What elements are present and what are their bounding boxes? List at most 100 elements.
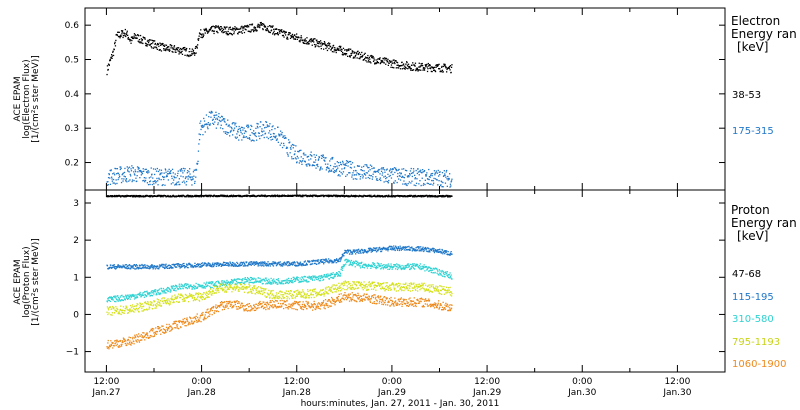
proton-data-point: [441, 196, 443, 198]
electron-data-point: [219, 116, 221, 119]
electron-data-point: [305, 43, 308, 45]
electron-data-point: [212, 122, 214, 124]
proton-data-point: [347, 195, 349, 197]
electron-data-point: [446, 178, 448, 180]
proton-data-point: [273, 195, 275, 197]
proton-data-point: [174, 287, 176, 289]
proton-data-point: [202, 293, 204, 295]
electron-data-point: [441, 66, 443, 68]
electron-data-point: [369, 169, 371, 171]
proton-data-point: [188, 287, 190, 289]
proton-data-point: [450, 277, 452, 279]
proton-data-point: [387, 250, 389, 252]
proton-data-point: [436, 251, 438, 253]
electron-data-point: [173, 45, 176, 47]
proton-data-point: [188, 262, 190, 264]
proton-data-point: [128, 296, 131, 298]
proton-data-point: [409, 249, 411, 251]
proton-data-point: [439, 273, 442, 275]
proton-data-point: [399, 196, 401, 198]
proton-data-point: [290, 278, 292, 280]
proton-data-point: [289, 264, 291, 267]
proton-data-point: [233, 287, 235, 289]
proton-data-point: [149, 195, 151, 197]
proton-data-point: [138, 267, 140, 269]
proton-plot-frame: [84, 189, 726, 373]
electron-data-point: [159, 49, 161, 51]
electron-data-point: [331, 51, 334, 53]
proton-data-point: [127, 266, 129, 268]
proton-data-point: [217, 287, 220, 289]
proton-data-point: [200, 262, 203, 265]
electron-data-point: [341, 168, 343, 170]
proton-data-point: [141, 293, 143, 296]
electron-data-point: [270, 26, 272, 28]
electron-data-point: [251, 132, 253, 134]
electron-data-point: [437, 64, 439, 66]
proton-data-point: [271, 263, 273, 265]
proton-data-point: [120, 305, 122, 307]
electron-data-point: [431, 172, 434, 175]
proton-data-point: [288, 262, 291, 265]
electron-data-point: [107, 184, 109, 186]
electron-data-point: [401, 61, 403, 63]
proton-data-point: [368, 250, 370, 252]
electron-data-point: [409, 170, 412, 172]
proton-data-point: [251, 278, 253, 281]
electron-data-point: [130, 168, 132, 170]
proton-data-point: [171, 297, 173, 299]
proton-data-point: [292, 282, 294, 284]
proton-data-point: [110, 266, 112, 269]
electron-data-point: [209, 29, 211, 31]
proton-data-point: [422, 268, 424, 270]
proton-data-point: [348, 195, 350, 197]
electron-data-point: [375, 176, 377, 178]
proton-data-point: [363, 263, 365, 265]
proton-data-point: [406, 248, 408, 251]
proton-data-point: [156, 293, 158, 296]
electron-data-point: [112, 182, 114, 184]
proton-data-point: [139, 302, 141, 304]
proton-data-point: [149, 307, 151, 309]
proton-data-point: [144, 290, 146, 293]
proton-data-point: [403, 247, 405, 249]
electron-data-point: [224, 28, 227, 30]
electron-data-point: [393, 182, 395, 184]
proton-data-point: [147, 265, 150, 267]
proton-data-point: [160, 194, 162, 197]
proton-data-point: [413, 263, 415, 265]
proton-data-point: [232, 261, 234, 264]
electron-data-point: [160, 179, 162, 181]
proton-data-point: [334, 259, 336, 261]
electron-data-point: [328, 167, 330, 169]
electron-data-point: [167, 170, 169, 172]
electron-data-point: [227, 132, 230, 134]
proton-data-point: [235, 288, 237, 290]
electron-data-point: [269, 123, 271, 125]
proton-data-point: [293, 280, 295, 283]
electron-data-point: [168, 50, 171, 52]
proton-data-point: [149, 196, 152, 198]
electron-data-point: [289, 147, 292, 149]
proton-data-point: [125, 267, 127, 269]
proton-data-point: [407, 195, 409, 198]
proton-data-point: [219, 286, 221, 288]
electron-data-point: [249, 138, 251, 140]
electron-data-point: [392, 173, 394, 176]
proton-data-point: [207, 293, 209, 295]
electron-data-point: [226, 26, 228, 28]
electron-data-point: [265, 29, 268, 32]
proton-data-point: [112, 264, 115, 266]
proton-data-point: [361, 266, 363, 268]
electron-data-point: [403, 180, 405, 182]
electron-data-point: [407, 63, 410, 65]
proton-data-point: [246, 261, 248, 263]
electron-data-point: [380, 60, 382, 62]
proton-data-point: [371, 265, 373, 268]
electron-data-point: [134, 174, 136, 176]
proton-data-point: [113, 307, 115, 309]
proton-data-point: [436, 249, 439, 251]
proton-data-point: [115, 266, 118, 268]
proton-data-point: [431, 195, 433, 197]
proton-data-point: [168, 303, 170, 305]
